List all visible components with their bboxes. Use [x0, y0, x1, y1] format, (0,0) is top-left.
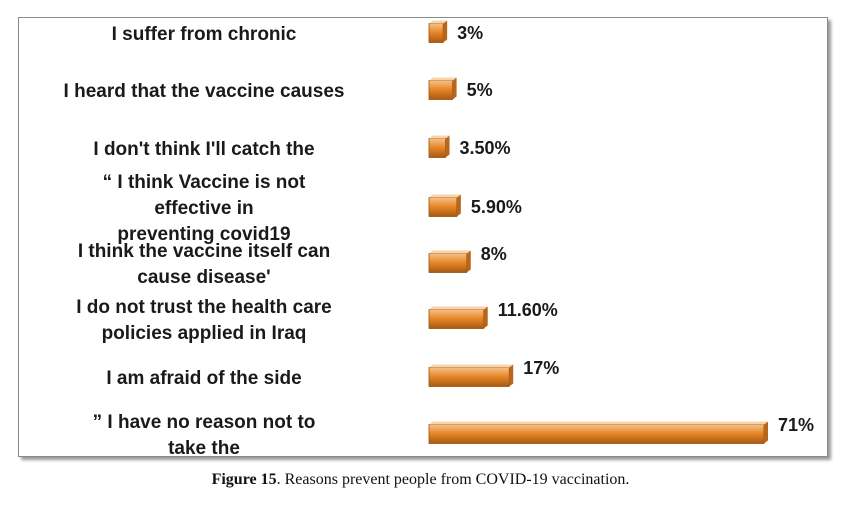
- value-label: 11.60%: [498, 300, 558, 320]
- bar: [428, 20, 448, 43]
- value-label: 5.90%: [471, 197, 522, 217]
- category-label-line: I don't think I'll catch the: [93, 139, 314, 160]
- category-label: I suffer from chronic: [112, 24, 297, 45]
- bar: [428, 194, 461, 217]
- category-label-line: I think the vaccine itself can: [78, 241, 330, 262]
- value-label: 3%: [457, 23, 483, 43]
- value-label: 8%: [481, 244, 507, 264]
- category-label-line: I heard that the vaccine causes: [64, 81, 345, 102]
- category-label-line: I do not trust the health care: [76, 297, 331, 318]
- category-label-line: “ I think Vaccine is not: [103, 172, 306, 193]
- figure-caption: Figure 15. Reasons prevent people from C…: [0, 471, 841, 489]
- category-label: I am afraid of the side: [106, 368, 301, 389]
- category-label-line: I am afraid of the side: [106, 368, 301, 389]
- category-label: “ I think Vaccine is not effective in prev…: [103, 172, 306, 245]
- category-label-line: I suffer from chronic: [112, 24, 297, 45]
- figure-caption-label: Figure 15: [211, 471, 277, 488]
- value-label: 5%: [467, 80, 493, 100]
- category-label-line: preventing covid19: [117, 224, 290, 245]
- chart-frame: I suffer from chronic 3% I heard that the …: [18, 17, 828, 457]
- category-label: I heard that the vaccine causes: [64, 81, 345, 102]
- category-label: I think the vaccine itself can cause dise…: [78, 241, 330, 288]
- bar: [428, 250, 471, 273]
- bar: [428, 77, 457, 100]
- bar: [428, 421, 768, 444]
- category-label: I don't think I'll catch the: [93, 139, 314, 160]
- category-label: I do not trust the health care policies a…: [76, 297, 331, 344]
- category-label-line: effective in: [154, 198, 253, 219]
- category-label: ” I have no reason not to take the: [93, 412, 316, 456]
- bar-chart: I suffer from chronic 3% I heard that the …: [64, 20, 814, 456]
- bar: [428, 364, 514, 387]
- category-label-line: take the: [168, 438, 240, 456]
- bar: [428, 135, 450, 158]
- category-label-line: ” I have no reason not to: [93, 412, 316, 433]
- value-label: 17%: [523, 358, 559, 378]
- category-label-line: policies applied in Iraq: [102, 323, 307, 344]
- bar: [428, 306, 488, 329]
- value-label: 71%: [778, 415, 814, 435]
- figure-caption-text: . Reasons prevent people from COVID-19 v…: [276, 471, 630, 488]
- value-label: 3.50%: [460, 138, 511, 158]
- category-label-line: cause disease': [137, 267, 270, 288]
